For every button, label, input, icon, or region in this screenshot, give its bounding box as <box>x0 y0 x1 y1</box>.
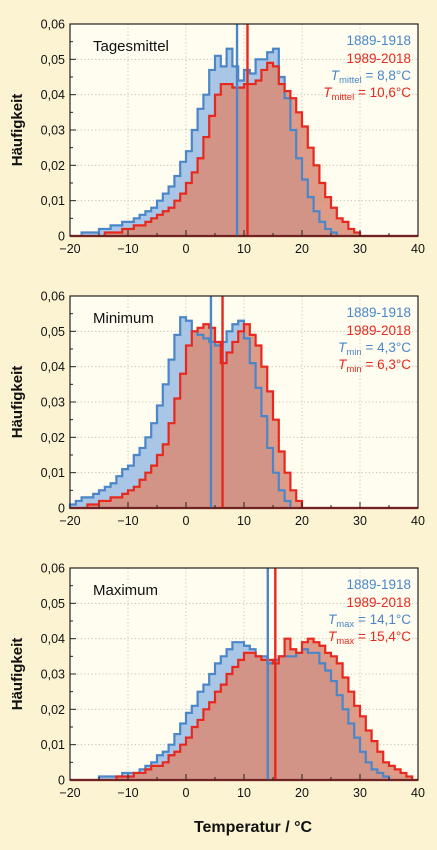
y-tick-label: 0,06 <box>41 18 65 32</box>
legend-label-1889-1918: 1889-1918 <box>346 305 411 320</box>
y-tick-label: 0,03 <box>41 396 65 410</box>
y-axis-label: Häufigkeit <box>9 366 26 439</box>
legend-label-1889-1918: 1889-1918 <box>346 577 411 592</box>
chart-panel-3: −20 −10 0 10 20 30 40 0 0,01 0,02 0,03 0,04 0,05 0,06… <box>9 562 425 801</box>
panel-title: Maximum <box>93 582 158 599</box>
x-tick-label: −20 <box>59 242 80 256</box>
legend-mean-1989-2018: Tmittel = 10,6°C <box>323 85 411 103</box>
legend: 1889-1918 1989-2018 Tmittel = 8,8°CTmittel… <box>323 33 411 103</box>
x-tick-label: −10 <box>117 786 138 800</box>
legend-mean-1889-1918: Tmax = 14,1°C <box>328 612 411 630</box>
x-tick-label: 20 <box>295 242 309 256</box>
y-tick-label: 0,06 <box>41 562 65 576</box>
legend-label-1889-1918: 1889-1918 <box>346 33 411 48</box>
y-tick-label: 0,03 <box>41 668 65 682</box>
x-tick-label: 30 <box>353 786 367 800</box>
y-tick-label: 0,04 <box>41 632 65 646</box>
x-tick-label: 10 <box>237 514 251 528</box>
y-tick-label: 0,01 <box>41 738 65 752</box>
x-tick-label: 10 <box>237 786 251 800</box>
histogram-outline-1889-1918 <box>70 641 418 782</box>
legend-label-1989-2018: 1989-2018 <box>346 323 411 338</box>
x-tick-label: 40 <box>411 242 425 256</box>
legend-mean-1989-2018: Tmax = 15,4°C <box>328 629 411 647</box>
chart-panel-1: −20 −10 0 10 20 30 40 0 0,01 0,02 0,03 0,04 0,05 0,06… <box>9 18 425 257</box>
y-tick-label: 0,02 <box>41 703 65 717</box>
y-axis-label: Häufigkeit <box>9 638 26 711</box>
histogram-fill-1989-2018 <box>70 62 418 236</box>
y-tick-label: 0,02 <box>41 431 65 445</box>
histogram-outline-1989-2018 <box>70 637 418 782</box>
y-tick-label: 0,03 <box>41 124 65 138</box>
y-tick-label: 0,01 <box>41 466 65 480</box>
panel-title: Tagesmittel <box>93 38 169 55</box>
x-tick-label: −20 <box>59 786 80 800</box>
x-tick-label: 0 <box>183 242 190 256</box>
x-tick-label: 20 <box>295 786 309 800</box>
y-tick-label: 0 <box>58 502 65 516</box>
y-tick-label: 0,05 <box>41 597 65 611</box>
x-tick-label: 40 <box>411 786 425 800</box>
y-tick-label: 0,02 <box>41 159 65 173</box>
legend-mean-1889-1918: Tmittel = 8,8°C <box>331 68 412 86</box>
y-tick-label: 0,01 <box>41 194 65 208</box>
x-tick-label: −20 <box>59 514 80 528</box>
y-axis-label: Häufigkeit <box>9 94 26 167</box>
y-tick-label: 0,05 <box>41 325 65 339</box>
legend-label-1989-2018: 1989-2018 <box>346 595 411 610</box>
histogram-outline-1889-1918 <box>70 47 418 238</box>
x-tick-label: 10 <box>237 242 251 256</box>
x-tick-label: −10 <box>117 514 138 528</box>
x-tick-label: 30 <box>353 242 367 256</box>
x-tick-label: 40 <box>411 514 425 528</box>
x-axis-label: Temperatur / °C <box>194 819 313 836</box>
chart-panel-2: −20 −10 0 10 20 30 40 0 0,01 0,02 0,03 0,04 0,05 0,06… <box>9 290 425 529</box>
x-tick-label: −10 <box>117 242 138 256</box>
x-tick-label: 20 <box>295 514 309 528</box>
y-tick-label: 0 <box>58 774 65 788</box>
y-tick-label: 0,04 <box>41 360 65 374</box>
x-tick-label: 0 <box>183 786 190 800</box>
legend-label-1989-2018: 1989-2018 <box>346 51 411 66</box>
legend-mean-1889-1918: Tmin = 4,3°C <box>338 340 411 358</box>
y-tick-label: 0 <box>58 230 65 244</box>
y-tick-label: 0,06 <box>41 290 65 304</box>
x-tick-label: 0 <box>183 514 190 528</box>
y-tick-label: 0,04 <box>41 88 65 102</box>
panel-title: Minimum <box>93 310 154 327</box>
panels: −20 −10 0 10 20 30 40 0 0,01 0,02 0,03 0,04 0,05 0,06… <box>9 18 425 801</box>
x-tick-label: 30 <box>353 514 367 528</box>
y-tick-label: 0,05 <box>41 53 65 67</box>
legend-mean-1989-2018: Tmin = 6,3°C <box>338 357 411 375</box>
